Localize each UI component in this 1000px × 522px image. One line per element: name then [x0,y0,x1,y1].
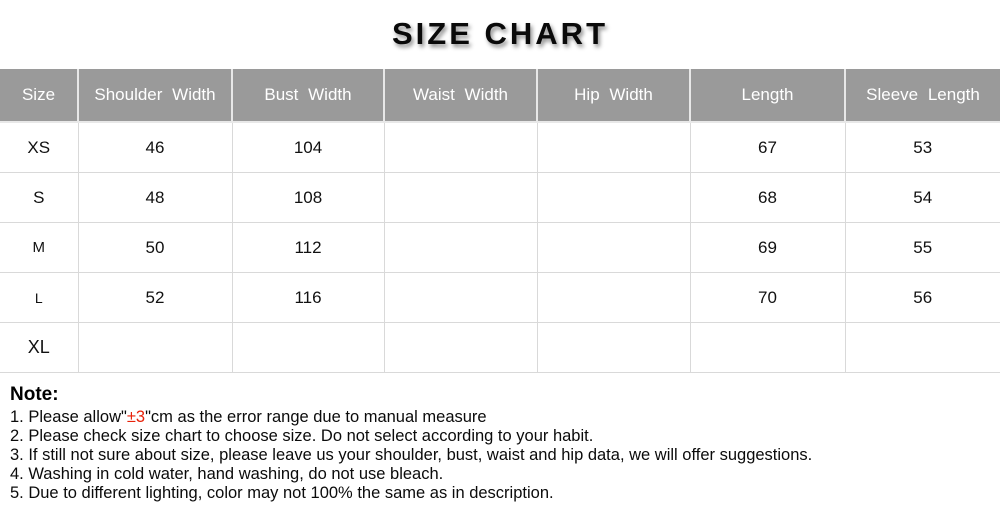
note-line-1: 1. Please allow"±3"cm as the error range… [10,408,1000,427]
value-cell: 67 [689,121,846,173]
table-header-row: Size Shoulder Width Bust Width Waist Wid… [0,69,1000,123]
header-size: Size [0,69,78,123]
value-cell: 108 [231,172,385,223]
value-cell: 70 [689,272,846,323]
table-row-l: L 52 116 70 56 [0,272,1000,323]
note-line-1-error-range: ±3 [126,408,146,426]
value-cell [536,322,691,373]
table-row-xs: XS 46 104 67 53 [0,121,1000,173]
value-cell [689,322,846,373]
size-cell: M [0,222,79,273]
header-length: Length [689,69,845,123]
header-bust-width: Bust Width [231,69,384,123]
note-line-5: 5. Due to different lighting, color may … [10,484,554,502]
value-cell [383,272,538,323]
value-cell: 46 [77,121,233,173]
note-heading: Note: [10,384,59,405]
note-section: Note: 1. Please allow"±3"cm as the error… [10,384,1000,503]
size-cell: L [0,272,79,323]
value-cell: 112 [231,222,385,273]
note-line-4: 4. Washing in cold water, hand washing, … [10,465,444,483]
header-sleeve-length: Sleeve Length [844,69,1000,123]
value-cell: 56 [844,272,1000,323]
value-cell [536,272,691,323]
page-title: SIZE CHART [392,16,608,51]
value-cell: 50 [77,222,233,273]
value-cell [844,322,1000,373]
note-line-1-prefix: 1. Please allow" [10,408,127,426]
header-hip-width: Hip Width [536,69,690,123]
value-cell [383,172,538,223]
size-cell: S [0,172,79,223]
value-cell [231,322,385,373]
table-row-xl: XL [0,322,1000,373]
value-cell: 104 [231,121,385,173]
value-cell: 68 [689,172,846,223]
note-line-1-suffix: "cm as the error range due to manual mea… [145,408,487,426]
header-waist-width: Waist Width [383,69,537,123]
value-cell: 53 [844,121,1000,173]
size-chart-table: Size Shoulder Width Bust Width Waist Wid… [0,69,1000,373]
value-cell: 52 [77,272,233,323]
table-row-s: S 48 108 68 54 [0,172,1000,223]
table-row-m: M 50 112 69 55 [0,222,1000,273]
value-cell [536,121,691,173]
value-cell [383,121,538,173]
size-cell: XS [0,121,79,173]
value-cell [536,222,691,273]
value-cell [383,222,538,273]
value-cell [383,322,538,373]
value-cell: 116 [231,272,385,323]
note-line-3: 3. If still not sure about size, please … [10,446,813,464]
value-cell: 54 [844,172,1000,223]
size-cell: XL [0,322,79,373]
header-shoulder-width: Shoulder Width [77,69,232,123]
note-line-2: 2. Please check size chart to choose siz… [10,427,594,445]
value-cell [536,172,691,223]
value-cell: 48 [77,172,233,223]
value-cell: 69 [689,222,846,273]
value-cell [77,322,233,373]
value-cell: 55 [844,222,1000,273]
